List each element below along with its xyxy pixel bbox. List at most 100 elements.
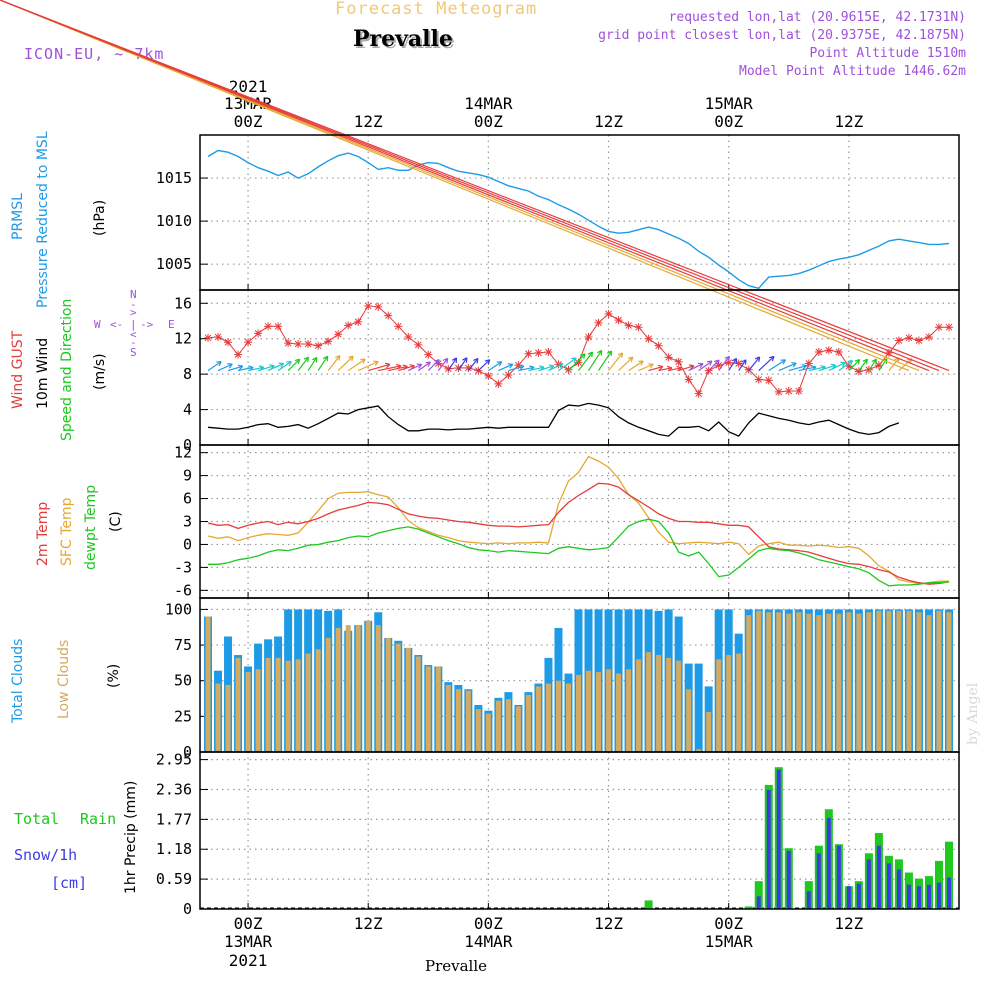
- wind-arrow-head: [322, 355, 329, 362]
- clouds-ytick-label: 25: [174, 707, 192, 725]
- gust-marker: [824, 346, 833, 355]
- gust-marker: [534, 348, 543, 357]
- wind-arrow-head: [278, 362, 285, 368]
- wind-arrow-head: [706, 360, 713, 366]
- snow-bar: [916, 886, 921, 909]
- low-cloud-bar: [836, 613, 842, 752]
- temp-ytick-label: -6: [174, 581, 192, 599]
- gust-marker: [274, 322, 283, 331]
- wind-arrow-head: [731, 357, 738, 364]
- low-cloud-bar: [375, 625, 381, 752]
- wind-direction-arrow: [477, 359, 491, 372]
- rain-bar: [944, 841, 953, 909]
- gust-marker: [634, 323, 643, 332]
- wind-arrow-head: [335, 355, 341, 361]
- low-cloud-bar: [656, 655, 662, 752]
- wind-direction-arrow: [447, 357, 458, 371]
- wind-direction-arrow: [0, 0, 910, 372]
- low-cloud-bar: [796, 612, 802, 752]
- snow-bar: [866, 859, 871, 909]
- gust-marker: [814, 348, 823, 356]
- gust-marker: [804, 359, 813, 368]
- snow-bar: [776, 769, 781, 909]
- gust-marker: [544, 348, 553, 356]
- gust-marker: [764, 376, 773, 385]
- bottom-hour-label: 00Z: [714, 914, 743, 933]
- wind-arrow-head: [862, 358, 868, 365]
- low-cloud-bar: [545, 683, 551, 752]
- gust-marker: [784, 386, 793, 395]
- precip-panel-frame: [199, 751, 960, 910]
- wind-arrow-head: [462, 357, 468, 363]
- wind-direction-arrow: [738, 359, 747, 371]
- low-cloud-bar: [575, 675, 581, 752]
- low-cloud-bar: [686, 689, 692, 752]
- top-hour-label: 00Z: [234, 112, 263, 131]
- rain-bar: [744, 906, 753, 909]
- low-cloud-bar: [325, 637, 331, 752]
- gust-marker: [294, 340, 303, 349]
- wind-direction-arrow: [357, 361, 379, 372]
- wind-direction-arrow: [618, 356, 634, 372]
- total-cloud-bar: [694, 663, 703, 752]
- gust-marker: [384, 311, 393, 320]
- low-cloud-bar: [746, 615, 752, 752]
- wind-direction-arrow: [678, 365, 695, 372]
- low-cloud-bar: [515, 706, 521, 752]
- gust-marker: [904, 333, 913, 342]
- rain-label: Rain: [80, 810, 117, 828]
- snow-bar: [806, 891, 811, 909]
- wind-direction-arrow: [768, 359, 786, 372]
- compass-rose: N - > W <- | -> E < - S: [94, 288, 175, 359]
- snow-unit: [cm]: [51, 874, 88, 892]
- wind-direction-arrow: [588, 350, 603, 371]
- low-cloud-bar: [606, 669, 612, 752]
- wind-direction-arrow: [277, 361, 292, 372]
- wind-arrow-head: [780, 359, 786, 365]
- gust-marker: [254, 329, 263, 338]
- top-date-label: 14MAR: [464, 94, 513, 113]
- wind-direction-arrow: [0, 0, 920, 372]
- dewpt-line: [208, 518, 950, 587]
- low-cloud-bar: [736, 653, 742, 752]
- snow-bar: [876, 845, 881, 909]
- low-cloud-bar: [525, 694, 531, 752]
- compass-east: E: [168, 318, 175, 331]
- bottom-hour-label: 00Z: [474, 914, 503, 933]
- precip-ytick-label: 1.18: [156, 840, 192, 858]
- wind-arrow-head: [741, 359, 747, 365]
- top-hour-label: 12Z: [594, 112, 623, 131]
- wind-arrow-head: [484, 359, 491, 365]
- low-cloud-bar: [495, 700, 501, 752]
- low-cloud-bar: [555, 680, 561, 752]
- wind-direction-arrow: [307, 357, 318, 371]
- low-cloud-bar: [225, 684, 231, 752]
- gust-marker: [554, 360, 563, 369]
- low-cloud-bar: [275, 657, 281, 752]
- wind-arrow-head: [724, 355, 730, 362]
- snow-bar: [756, 896, 761, 909]
- wind-direction-arrow: [868, 358, 877, 371]
- sfc-temp-line: [207, 455, 949, 585]
- gust-marker: [444, 364, 453, 373]
- low-cloud-bar: [295, 659, 301, 752]
- wind-direction-arrow: [728, 358, 738, 371]
- temp-2m-line: [207, 482, 950, 585]
- gust-marker: [484, 371, 493, 380]
- bottom-hour-label: 12Z: [594, 914, 623, 933]
- bottom-date-label: 15MAR: [705, 932, 754, 951]
- snow-bar: [826, 817, 831, 909]
- pressure-panel-frame: [199, 134, 960, 291]
- temp-ytick-label: 9: [183, 467, 192, 485]
- gust-marker: [664, 353, 673, 362]
- gust-marker: [944, 323, 953, 332]
- wind-arrow-head: [286, 360, 292, 367]
- wind-arrow-head: [854, 358, 861, 365]
- snow-bar: [906, 884, 911, 909]
- low-cloud-bar: [365, 620, 371, 752]
- gust-marker: [334, 330, 343, 339]
- low-cloud-bar: [696, 749, 702, 752]
- low-cloud-bar: [636, 659, 642, 752]
- wind-direction-arrow: [337, 355, 354, 372]
- low-cloud-bar: [706, 712, 712, 752]
